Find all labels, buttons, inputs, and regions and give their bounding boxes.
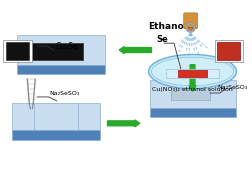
FancyArrow shape [107,120,139,127]
FancyBboxPatch shape [4,40,32,62]
Polygon shape [27,43,83,60]
FancyArrow shape [188,65,195,91]
Polygon shape [170,86,209,100]
Text: Cu₂Se: Cu₂Se [55,42,78,51]
FancyArrow shape [119,47,151,53]
Text: Cu(NO₃)₂ ethanol solution: Cu(NO₃)₂ ethanol solution [151,87,232,92]
Ellipse shape [148,54,236,89]
Polygon shape [149,80,235,108]
Text: Ethanol: Ethanol [148,22,187,31]
FancyBboxPatch shape [216,42,239,60]
Text: Na₂SeSO₃: Na₂SeSO₃ [50,91,80,96]
Ellipse shape [151,57,233,86]
FancyBboxPatch shape [183,13,197,29]
Polygon shape [12,103,99,130]
Polygon shape [177,70,206,77]
Wedge shape [185,23,195,33]
Polygon shape [149,108,235,118]
Text: Se: Se [156,35,167,44]
Polygon shape [166,69,218,78]
FancyBboxPatch shape [214,40,242,62]
Polygon shape [17,35,104,65]
Polygon shape [12,130,99,140]
FancyBboxPatch shape [6,42,29,60]
Polygon shape [17,65,104,74]
Polygon shape [187,28,193,31]
Text: Na₂SeSO₃: Na₂SeSO₃ [216,85,246,90]
